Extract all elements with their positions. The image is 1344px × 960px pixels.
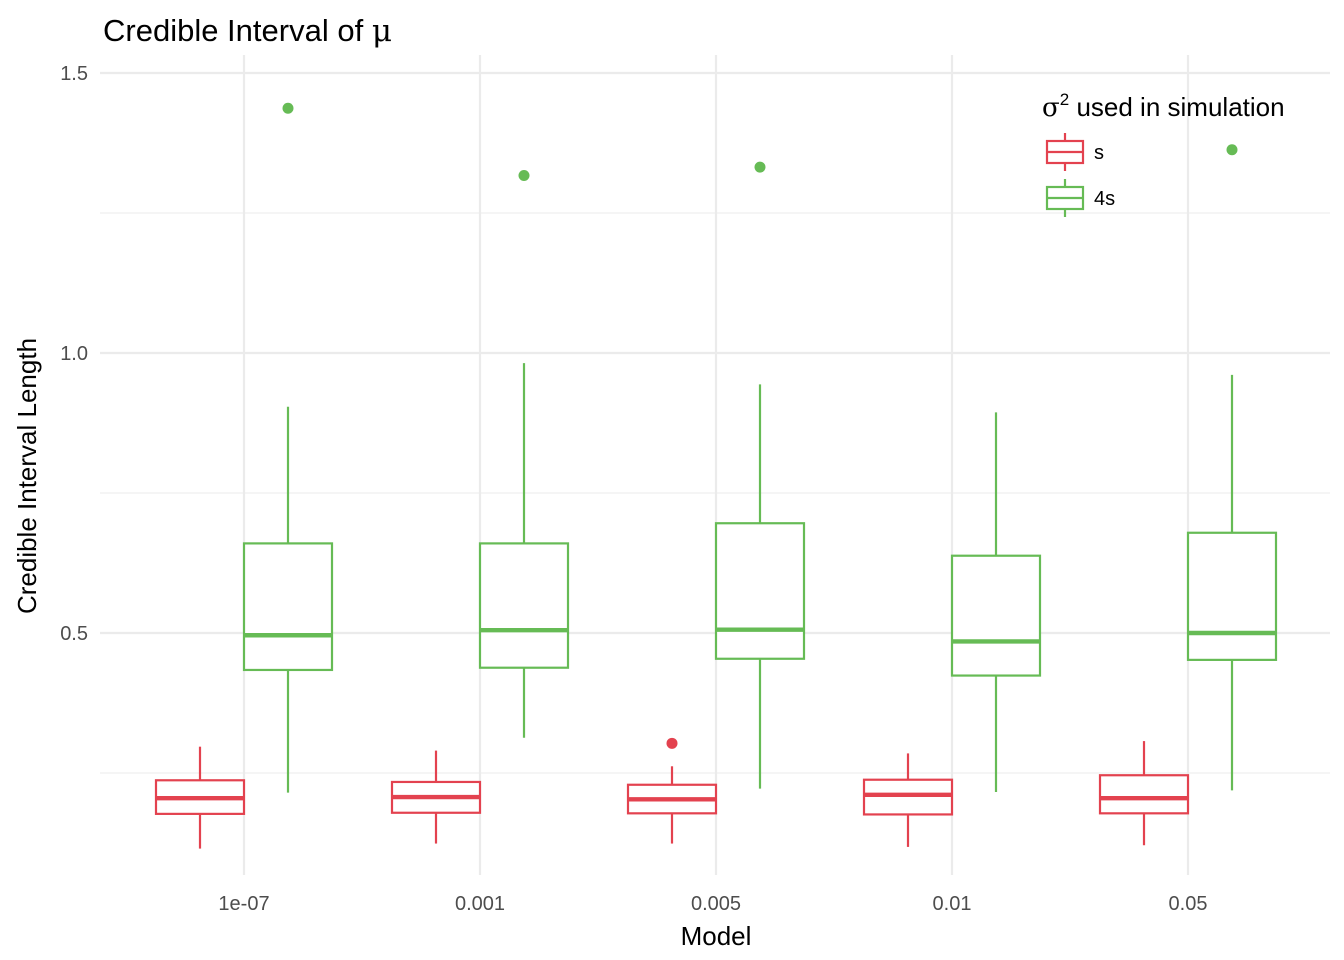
box-4s-1e-07 [242,102,334,793]
series-4s [242,102,1278,793]
legend-label: 4s [1094,188,1115,210]
x-tick-label: 0.05 [1169,893,1208,915]
iqr-box [1098,774,1190,815]
box-s-0.05 [1098,741,1190,846]
outlier-point [282,102,294,114]
outlier-point [1226,144,1238,156]
iqr-box [478,542,570,669]
x-tick-label: 1e-07 [218,893,269,915]
box-series [154,102,1278,849]
legend-title: σ2 used in simulation [1042,90,1285,123]
title-mu-symbol: μ [372,13,392,49]
legend-keys: s 4s [1045,133,1115,217]
legend-superscript: 2 [1060,90,1069,109]
y-axis-ticks: 0.5 1.0 1.5 [60,63,88,645]
chart-title: Credible Interval of μ [103,13,392,49]
box-4s-0.005 [714,161,806,789]
iqr-box [862,778,954,816]
x-tick-label: 0.005 [691,893,741,915]
outlier-point [518,169,530,181]
y-tick-label: 0.5 [60,623,88,645]
legend-sigma-symbol: σ [1042,93,1060,123]
outlier-point [666,737,678,749]
legend: σ2 used in simulation s 4s [1042,90,1285,217]
y-tick-label: 1.0 [60,343,88,365]
box-s-0.01 [862,753,954,847]
iqr-box [242,542,334,672]
box-s-0.001 [390,750,482,844]
box-s-0.005 [626,737,718,844]
box-4s-0.01 [950,412,1042,793]
box-4s-0.001 [478,169,570,738]
legend-label: s [1094,142,1104,164]
x-tick-label: 0.01 [933,893,972,915]
grid-lines [100,55,1330,875]
box-s-1e-07 [154,746,246,849]
y-tick-label: 1.5 [60,63,88,85]
legend-key-s: s [1045,133,1104,171]
legend-key-4s: 4s [1045,179,1115,217]
iqr-box [1186,531,1278,661]
iqr-box [714,522,806,660]
box-4s-0.05 [1186,144,1278,791]
outlier-point [754,161,766,173]
iqr-box [950,554,1042,677]
series-s [154,737,1190,849]
x-axis-title: Model [681,921,752,951]
x-axis-ticks: 1e-07 0.001 0.005 0.01 0.05 [218,893,1207,915]
x-tick-label: 0.001 [455,893,505,915]
y-axis-title: Credible Interval Length [12,338,42,614]
